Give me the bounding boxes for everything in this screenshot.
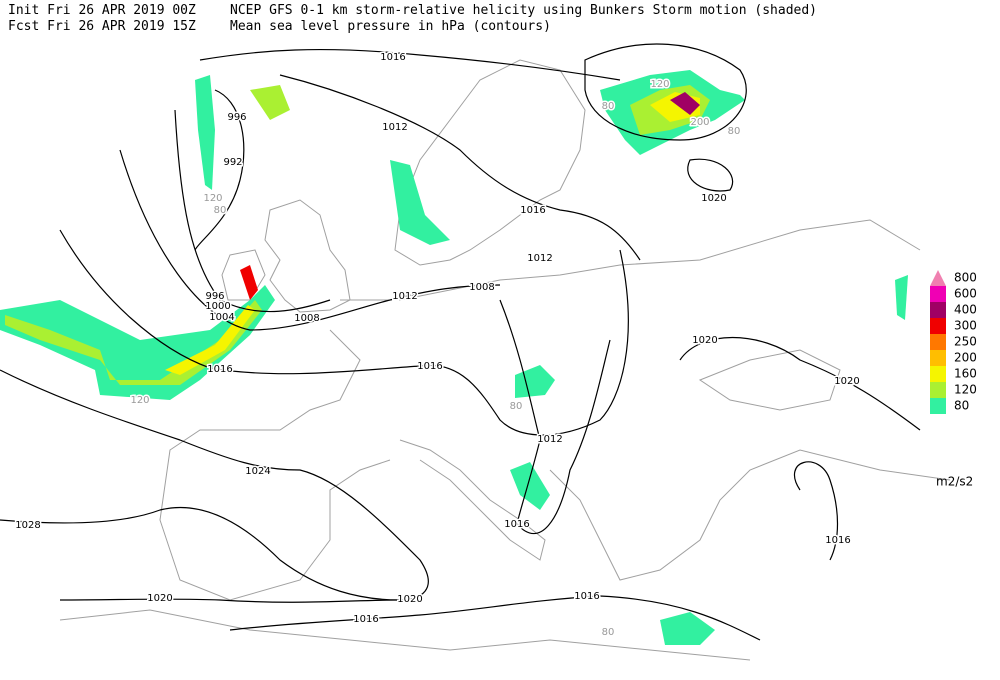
isobar	[279, 74, 641, 261]
shade-label: 120	[650, 79, 669, 90]
contour-label: 1020	[701, 193, 726, 204]
contour-label: 1000	[205, 301, 230, 312]
legend-label: 120	[954, 383, 977, 397]
isobar	[59, 229, 629, 436]
shade-south	[660, 612, 715, 645]
contour-label: 1024	[245, 466, 270, 477]
contour-label: 1016	[504, 519, 529, 530]
legend-label: 400	[954, 303, 977, 317]
iberia-france	[159, 329, 391, 601]
legend-swatch	[930, 382, 946, 398]
contour-label: 1020	[834, 376, 859, 387]
contour-label: 1012	[382, 122, 407, 133]
contour-label: 1016	[574, 591, 599, 602]
contour-label: 996	[205, 291, 224, 302]
contour-label: 1008	[469, 282, 494, 293]
shade-400-ne	[670, 92, 700, 115]
shade-east	[895, 275, 908, 320]
legend: m2/s2 800 600 400 300 250 200 160 120 80	[930, 270, 977, 489]
shade-label: 120	[130, 395, 149, 406]
legend-label: 160	[954, 367, 977, 381]
legend-swatch	[930, 350, 946, 366]
shade-norway	[390, 160, 450, 245]
shade-label: 80	[602, 101, 615, 112]
isobar	[687, 158, 734, 192]
north-coast	[340, 219, 921, 301]
contour-label: 1012	[537, 434, 562, 445]
legend-swatch	[930, 318, 946, 334]
contour-label: 1028	[15, 520, 40, 531]
shade-label: 120	[203, 193, 222, 204]
contour-description: Mean sea level pressure in hPa (contours…	[230, 19, 551, 34]
forecast-time: Fcst Fri 26 APR 2019 15Z	[8, 19, 196, 34]
scandinavia	[394, 59, 586, 266]
legend-label: 200	[954, 351, 977, 365]
contour-label: 1008	[294, 313, 319, 324]
legend-label: 800	[954, 271, 977, 285]
isobar	[119, 149, 501, 331]
contour-label: 1016	[380, 52, 405, 63]
shade-italy	[510, 462, 550, 510]
contour-label: 1012	[527, 253, 552, 264]
contour-label: 1016	[520, 205, 545, 216]
contour-label: 1016	[353, 614, 378, 625]
italy	[399, 439, 546, 561]
contour-label: 1016	[207, 364, 232, 375]
isobar	[679, 337, 921, 431]
legend-swatch	[930, 302, 946, 318]
great-britain	[264, 199, 351, 313]
coastlines	[59, 59, 951, 661]
legend-label: 250	[954, 335, 977, 349]
contour-label: 992	[223, 157, 242, 168]
contour-label: 1020	[692, 335, 717, 346]
legend-units: m2/s2	[936, 475, 973, 489]
isobar	[174, 109, 331, 313]
legend-swatch	[930, 286, 946, 302]
contour-label: 1016	[825, 535, 850, 546]
contour-label: 1020	[147, 593, 172, 604]
shade-160	[165, 305, 255, 375]
isobar	[584, 43, 747, 141]
helicity-shading	[0, 70, 908, 645]
isobar	[194, 89, 245, 251]
shaded-description: NCEP GFS 0-1 km storm-relative helicity …	[230, 3, 817, 18]
legend-swatch	[930, 270, 946, 286]
isobar	[499, 299, 611, 535]
shade-label: 80	[602, 627, 615, 638]
contour-label: 1004	[209, 312, 234, 323]
contour-label: 1012	[392, 291, 417, 302]
contour-label: 996	[227, 112, 246, 123]
shade-central	[515, 365, 555, 398]
shade-label: 80	[510, 401, 523, 412]
shade-north	[250, 85, 290, 120]
isobar	[0, 369, 429, 601]
legend-label: 300	[954, 319, 977, 333]
shade-label: 80	[214, 205, 227, 216]
init-time: Init Fri 26 APR 2019 00Z	[8, 3, 196, 18]
shade-300	[240, 265, 258, 300]
legend-swatch	[930, 366, 946, 382]
shade-80-w	[195, 75, 215, 190]
balkans-turkey	[549, 449, 951, 581]
black-sea	[698, 349, 841, 411]
isobar	[59, 598, 401, 603]
contour-label: 1020	[397, 594, 422, 605]
isobars	[0, 43, 921, 641]
shade-80	[0, 285, 275, 400]
north-africa	[59, 609, 751, 661]
legend-label: 600	[954, 287, 977, 301]
isobar	[0, 506, 401, 601]
contour-labels: 1016101299699210161012100810121008996100…	[14, 51, 861, 640]
isobar	[229, 595, 761, 641]
legend-swatch	[930, 334, 946, 350]
shade-label: 80	[728, 126, 741, 137]
legend-swatch	[930, 398, 946, 414]
isobar	[793, 461, 839, 561]
legend-label: 80	[954, 399, 969, 413]
shade-label: 200	[690, 117, 709, 128]
isobar	[199, 48, 621, 81]
contour-label: 1016	[417, 361, 442, 372]
